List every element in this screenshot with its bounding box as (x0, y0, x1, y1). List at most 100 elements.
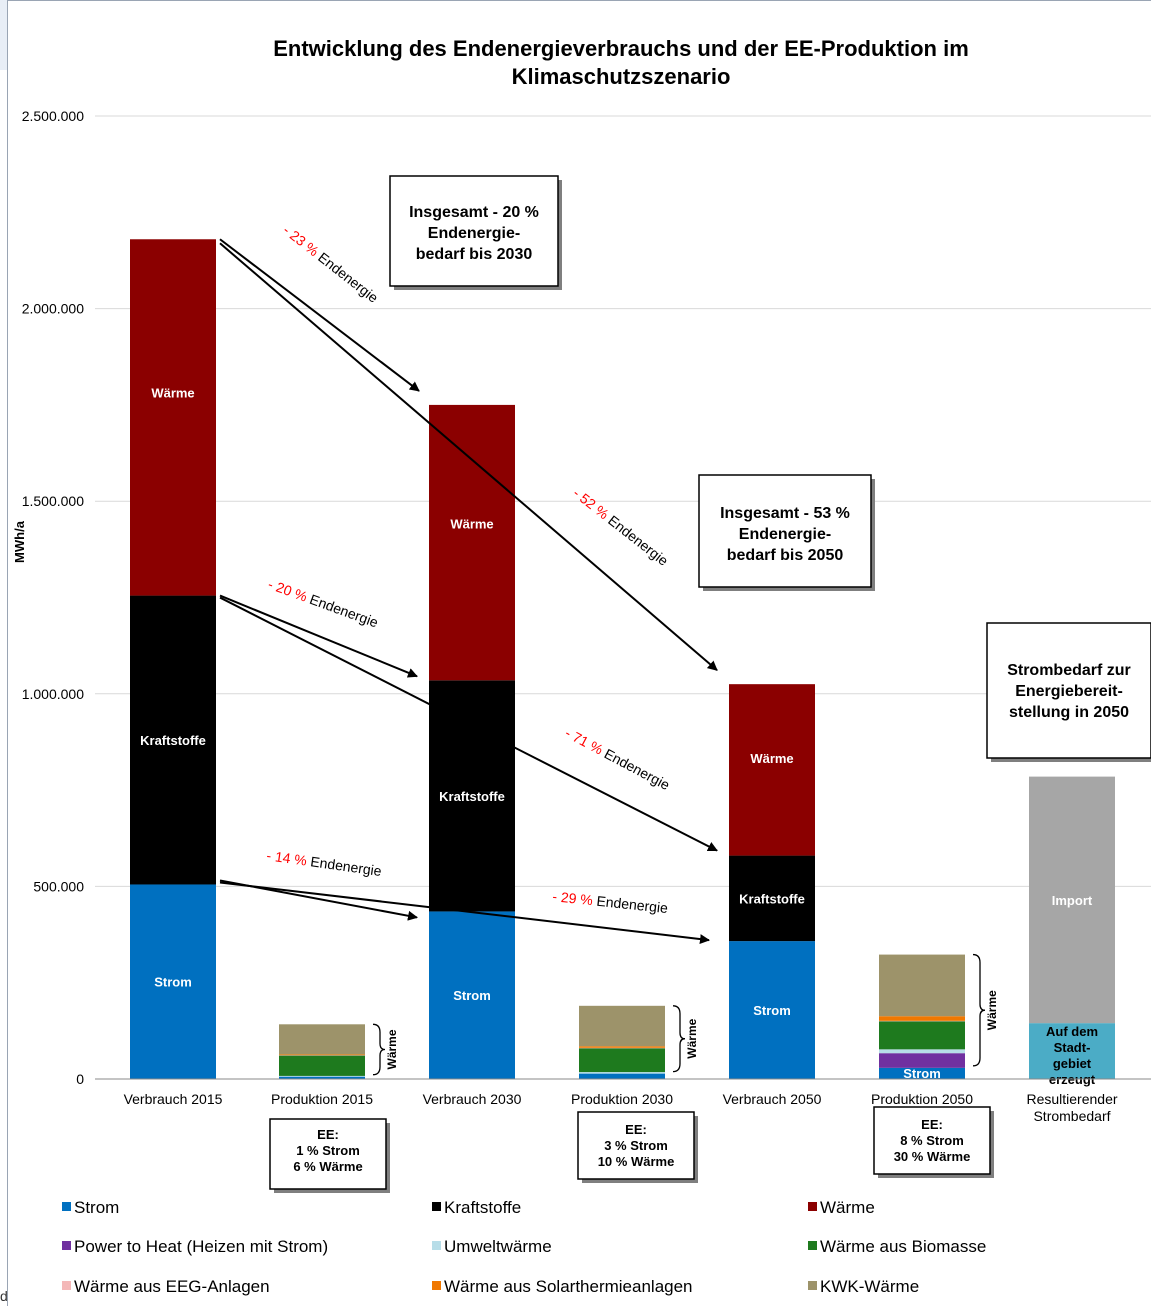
segment-label: Strom (753, 1003, 791, 1018)
reduction-arrow (219, 242, 718, 671)
bar-segment (279, 1024, 365, 1055)
bar-segment (130, 595, 216, 885)
chart-frame (7, 0, 1151, 1306)
chart-title-line: Entwicklung des Endenergieverbrauchs und… (273, 36, 969, 61)
box-text: 30 % Wärme (894, 1149, 971, 1164)
annotation-box-strombedarf (986, 622, 1151, 759)
arrow-text: Endenergie (598, 744, 672, 794)
legend-swatch (808, 1241, 817, 1250)
legend-swatch (62, 1281, 71, 1290)
reduction-arrow (219, 594, 418, 678)
arrow-text: Endenergie (306, 853, 383, 879)
box-text: EE: (921, 1117, 943, 1132)
arrow-label: - 23 % Endenergie (280, 222, 381, 306)
bar-segment (579, 1072, 665, 1074)
y-tick-label: 2.500.000 (22, 108, 84, 124)
legend-swatch (808, 1202, 817, 1211)
legend-label: Wärme aus Solarthermieanlagen (444, 1277, 693, 1296)
arrow-label: - 71 % Endenergie (563, 725, 673, 794)
legend-label: Kraftstoffe (444, 1198, 521, 1217)
bar-segment (279, 1054, 365, 1056)
chart-title: Entwicklung des Endenergieverbrauchs und… (273, 36, 969, 89)
brace-label: Wärme (685, 1018, 699, 1058)
arrow-percent: - 29 % (552, 888, 594, 908)
bar-segment (279, 1055, 365, 1076)
ee-box-2015 (269, 1118, 387, 1190)
arrow-text: Endenergie (312, 247, 382, 306)
legend-swatch (808, 1281, 817, 1290)
box-text: 8 % Strom (900, 1133, 964, 1148)
segment-label: Wärme (151, 385, 194, 400)
x-category-label: Produktion 2050 (871, 1091, 973, 1107)
bar-segment (279, 1075, 365, 1077)
bar-segment (729, 855, 815, 942)
bar-segment (579, 1005, 665, 1047)
segment-label: Strom (154, 975, 192, 990)
brace-label: Wärme (385, 1029, 399, 1069)
bar-segment (879, 1049, 965, 1054)
bar-segment (579, 1047, 665, 1049)
segment-label: Strom (903, 1066, 941, 1081)
segment-label: Kraftstoffe (739, 891, 805, 906)
legend-label: Strom (74, 1198, 119, 1217)
segment-label: Kraftstoffe (140, 733, 206, 748)
legend-label: Umweltwärme (444, 1237, 552, 1256)
x-category-label: Produktion 2015 (271, 1091, 373, 1107)
bar-segment (429, 404, 515, 681)
bar-segment (429, 680, 515, 912)
arrow-percent: - 20 % (266, 576, 310, 605)
segment-label: Wärme (450, 516, 493, 531)
reduction-arrow (219, 238, 420, 392)
bar-segment (579, 1048, 665, 1073)
segment-label: Wärme (750, 751, 793, 766)
box-text: EE: (317, 1127, 339, 1142)
bar-segment (130, 239, 216, 596)
box-text: Insgesamt - 20 % (409, 204, 539, 221)
legend-label: Power to Heat (Heizen mit Strom) (74, 1237, 328, 1256)
x-category-label: Verbrauch 2030 (423, 1091, 522, 1107)
box-text: 6 % Wärme (293, 1159, 362, 1174)
legend-label: Wärme aus Biomasse (820, 1237, 986, 1256)
bar-segment (879, 1016, 965, 1021)
reduction-arrow (219, 881, 710, 945)
arrow-text: Endenergie (304, 590, 381, 631)
legend-swatch (432, 1202, 441, 1211)
reduction-arrow (219, 596, 718, 852)
segment-label: Import (1052, 893, 1093, 908)
box-text: stellung in 2050 (1009, 704, 1129, 721)
legend-label: Wärme aus EEG-Anlagen (74, 1277, 270, 1296)
box-text: 3 % Strom (604, 1138, 668, 1153)
box-text: Energiebereit- (1015, 683, 1123, 700)
bar-segment (729, 684, 815, 856)
bars (130, 239, 1115, 1079)
box-text: 10 % Wärme (598, 1154, 675, 1169)
x-category-label: Verbrauch 2050 (723, 1091, 822, 1107)
bar-segment (130, 884, 216, 1079)
segment-labels: Strom Kraftstoffe Wärme Strom Kraftstoffe Wär… (140, 385, 1098, 1087)
bar-segment (579, 1046, 665, 1048)
y-tick-label: 0 (76, 1071, 84, 1087)
gridlines (95, 115, 1151, 887)
bar-segment (279, 1055, 365, 1056)
y-tick-label: 1.500.000 (22, 493, 84, 509)
x-category-label: Resultierender (1026, 1091, 1117, 1107)
bar-segment (729, 941, 815, 1079)
annotation-boxes: Insgesamt - 20 % Endenergie-bedarf bis 20… (269, 175, 1151, 1193)
x-category-label: Verbrauch 2015 (124, 1091, 223, 1107)
arrow-percent: - 71 % (563, 725, 606, 758)
segment-label: gebiet (1053, 1056, 1092, 1071)
arrow-label: - 14 % Endenergie (266, 847, 383, 879)
annotation-box-2050 (698, 474, 872, 588)
bar-segment (279, 1076, 365, 1079)
box-text: EE: (625, 1122, 647, 1137)
waerme-braces: Wärme Wärme Wärme (372, 953, 999, 1076)
legend-swatch (432, 1281, 441, 1290)
brace (672, 1005, 686, 1073)
segment-label: Strom (453, 988, 491, 1003)
bar-segment (879, 1053, 965, 1068)
box-text: bedarf bis 2030 (416, 246, 533, 263)
y-axis-label: MWh/a (12, 520, 27, 563)
cropped-text: d (0, 1288, 8, 1304)
brace (372, 1023, 386, 1076)
